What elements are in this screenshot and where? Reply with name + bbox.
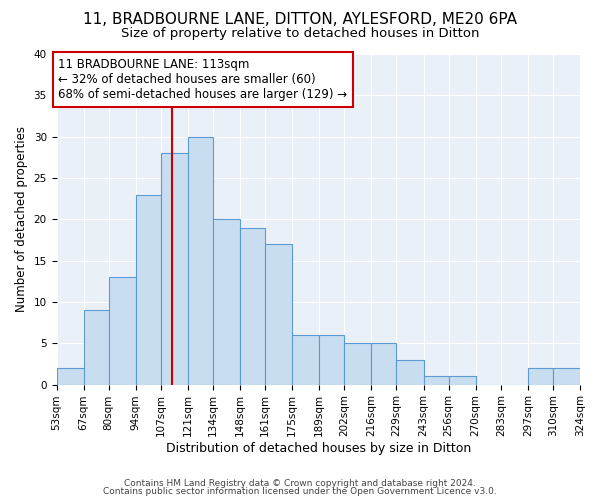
Bar [292, 335, 319, 384]
Bar [109, 277, 136, 384]
X-axis label: Distribution of detached houses by size in Ditton: Distribution of detached houses by size … [166, 442, 471, 455]
Y-axis label: Number of detached properties: Number of detached properties [15, 126, 28, 312]
Bar [449, 376, 476, 384]
Bar [83, 310, 109, 384]
Text: Size of property relative to detached houses in Ditton: Size of property relative to detached ho… [121, 28, 479, 40]
Text: 11 BRADBOURNE LANE: 113sqm
← 32% of detached houses are smaller (60)
68% of semi: 11 BRADBOURNE LANE: 113sqm ← 32% of deta… [58, 58, 347, 101]
Bar [424, 376, 449, 384]
Bar [371, 344, 397, 384]
Bar [136, 194, 161, 384]
Bar [319, 335, 344, 384]
Bar [344, 344, 371, 384]
Text: 11, BRADBOURNE LANE, DITTON, AYLESFORD, ME20 6PA: 11, BRADBOURNE LANE, DITTON, AYLESFORD, … [83, 12, 517, 28]
Bar [161, 153, 188, 384]
Bar [265, 244, 292, 384]
Bar [240, 228, 265, 384]
Bar [397, 360, 424, 384]
Bar [528, 368, 553, 384]
Bar [213, 220, 240, 384]
Bar [188, 136, 213, 384]
Text: Contains public sector information licensed under the Open Government Licence v3: Contains public sector information licen… [103, 487, 497, 496]
Bar [56, 368, 83, 384]
Text: Contains HM Land Registry data © Crown copyright and database right 2024.: Contains HM Land Registry data © Crown c… [124, 478, 476, 488]
Bar [553, 368, 580, 384]
